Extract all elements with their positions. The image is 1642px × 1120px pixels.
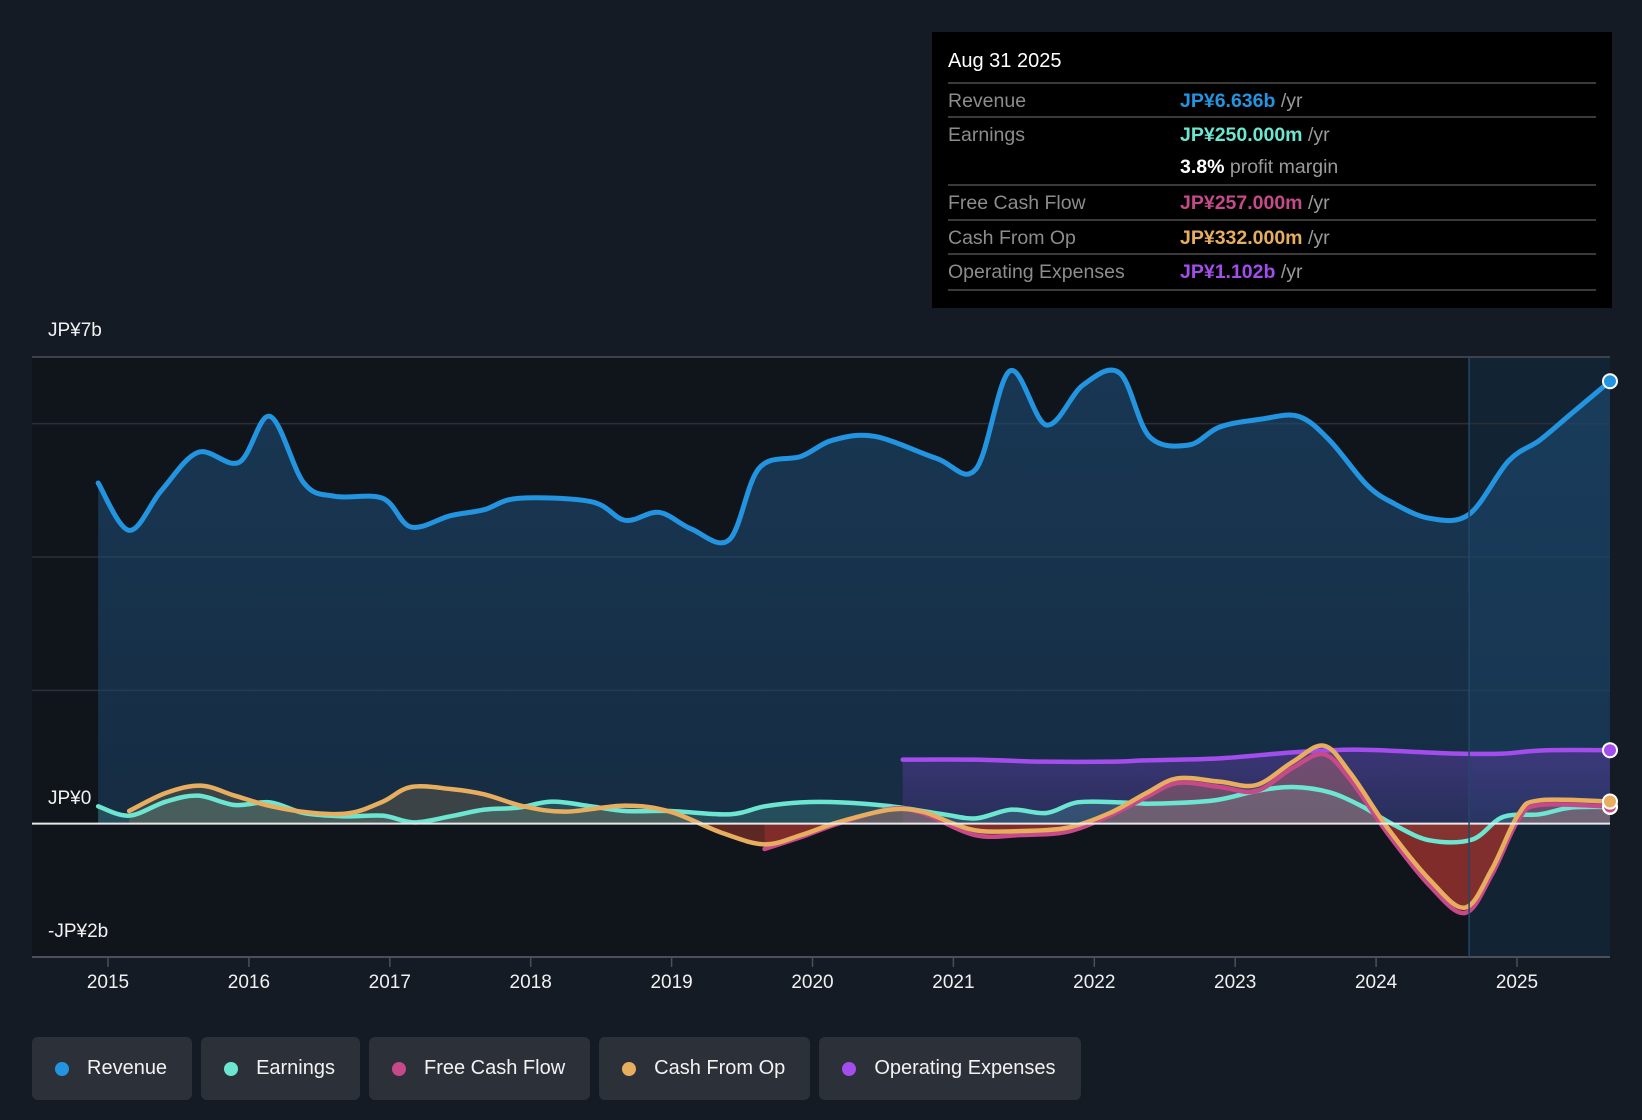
free-cash-flow-area xyxy=(764,754,1610,914)
y-axis-label-zero: JP¥0 xyxy=(48,788,92,809)
x-tick-label: 2021 xyxy=(932,972,975,993)
tooltip-label: Revenue xyxy=(948,90,1027,112)
tooltip-value: JP¥6.636b /yr xyxy=(1180,90,1303,112)
legend-item-revenue[interactable]: Revenue xyxy=(32,1037,193,1100)
x-tick-label: 2023 xyxy=(1214,972,1257,993)
earnings-area xyxy=(98,786,1610,843)
chart-canvas xyxy=(32,356,1618,967)
cash-from-op-line xyxy=(126,743,1613,910)
tooltip-label: Operating Expenses xyxy=(948,261,1125,283)
x-tick-label: 2020 xyxy=(791,972,834,993)
cash-from-op-negative-area xyxy=(129,823,1610,908)
x-tick-label: 2022 xyxy=(1073,972,1116,993)
tooltip-row-operating-expenses: Operating Expenses JP¥1.102b /yr xyxy=(948,253,1596,291)
operating-expenses-end-point xyxy=(1601,742,1618,759)
earnings-dot-icon xyxy=(224,1061,239,1076)
y-axis-label-bottom: -JP¥2b xyxy=(48,921,109,942)
x-tick-label: 2025 xyxy=(1495,972,1539,993)
legend-label: Revenue xyxy=(87,1057,168,1079)
free-cash-flow-dot-icon xyxy=(392,1061,406,1076)
tooltip-label: Free Cash Flow xyxy=(948,192,1086,214)
tooltip-row-revenue: Revenue JP¥6.636b /yr xyxy=(948,82,1596,118)
legend-item-earnings[interactable]: Earnings xyxy=(201,1037,360,1100)
x-tick-label: 2019 xyxy=(650,972,693,993)
x-tick-label: 2016 xyxy=(227,972,271,993)
tooltip-value: JP¥332.000m /yr xyxy=(1180,227,1330,249)
revenue-area xyxy=(98,370,1610,824)
tooltip-value: JP¥250.000m /yr xyxy=(1180,124,1330,146)
tooltip-date: Aug 31 2025 xyxy=(948,50,1062,72)
tooltip-row-free-cash-flow: Free Cash Flow JP¥257.000m /yr xyxy=(948,184,1596,220)
legend-item-free-cash-flow[interactable]: Free Cash Flow xyxy=(369,1037,591,1100)
tooltip: Aug 31 2025 Revenue JP¥6.636b /yr Earnin… xyxy=(932,32,1612,308)
x-tick-label: 2024 xyxy=(1354,972,1398,993)
tooltip-row-profit-margin: 3.8% profit margin xyxy=(948,150,1596,184)
operating-expenses-line xyxy=(900,747,1613,765)
legend-item-operating-expenses[interactable]: Operating Expenses xyxy=(819,1037,1081,1100)
legend-label: Earnings xyxy=(256,1057,335,1079)
x-tick-label: 2015 xyxy=(86,972,130,993)
legend: Revenue Earnings Free Cash Flow Cash Fro… xyxy=(32,1037,1081,1100)
tooltip-row-cash-from-op: Cash From Op JP¥332.000m /yr xyxy=(948,219,1596,255)
legend-item-cash-from-op[interactable]: Cash From Op xyxy=(599,1037,811,1100)
legend-label: Operating Expenses xyxy=(874,1057,1056,1079)
x-tick-label: 2018 xyxy=(509,972,552,993)
tooltip-value: JP¥257.000m /yr xyxy=(1180,192,1330,214)
tooltip-row-earnings: Earnings JP¥250.000m /yr xyxy=(948,116,1596,152)
cash-from-op-end-point xyxy=(1601,793,1618,810)
x-tick-label: 2017 xyxy=(368,972,411,993)
legend-label: Free Cash Flow xyxy=(424,1057,566,1079)
tooltip-value: JP¥1.102b /yr xyxy=(1180,261,1303,283)
revenue-line xyxy=(95,367,1613,546)
operating-expenses-dot-icon xyxy=(842,1061,857,1076)
revenue-dot-icon xyxy=(55,1061,69,1076)
tooltip-value: 3.8% profit margin xyxy=(1180,156,1339,178)
y-axis-label-top: JP¥7b xyxy=(48,320,102,341)
cash-from-op-dot-icon xyxy=(622,1061,637,1076)
tooltip-label: Cash From Op xyxy=(948,227,1076,249)
revenue-end-point xyxy=(1601,373,1618,390)
tooltip-label: Earnings xyxy=(948,124,1025,146)
legend-label: Cash From Op xyxy=(654,1057,786,1079)
